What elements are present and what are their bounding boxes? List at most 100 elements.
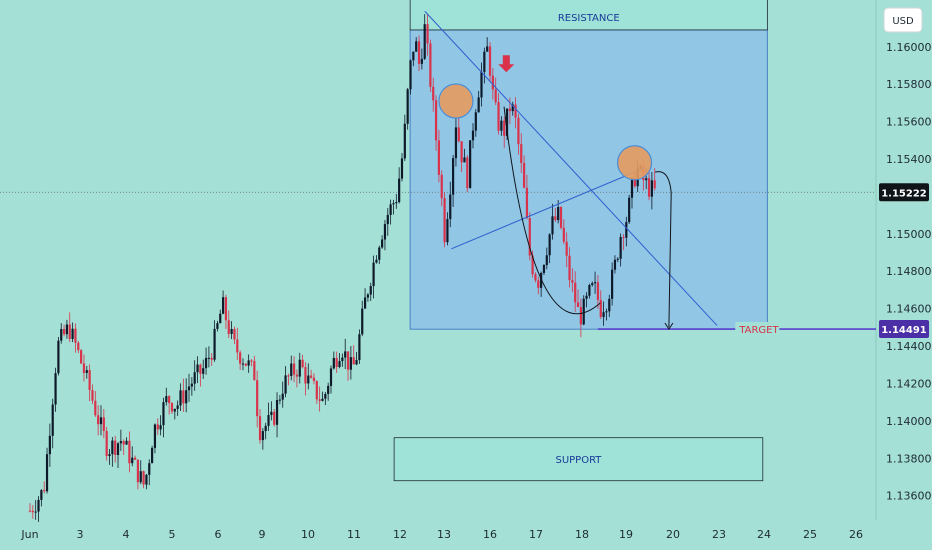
candle-body — [170, 402, 174, 412]
candle-body — [386, 214, 389, 225]
candle-body — [51, 404, 54, 436]
descending-trendline — [424, 10, 718, 326]
candle-body — [338, 361, 341, 367]
candle-body — [375, 259, 378, 263]
candle-body — [329, 368, 333, 386]
target-label-bg — [735, 322, 780, 337]
candle-body — [324, 394, 327, 399]
projection-arrowhead — [664, 322, 674, 330]
current-price-text: 1.15222 — [881, 188, 927, 199]
candle-body — [199, 364, 202, 374]
time-axis[interactable]: Jun 3 4 5 6 9 10 11 12 13 16 17 18 19 20 23 24 25 26 — [20, 528, 863, 541]
time-tick-label: 5 — [169, 528, 176, 541]
target-price-text: 1.14491 — [881, 325, 927, 336]
candle-body — [111, 440, 114, 455]
candle-body — [270, 411, 273, 416]
candle-body — [400, 158, 404, 179]
candle-body — [503, 120, 506, 136]
candle-body — [74, 328, 77, 343]
candle-body — [551, 216, 554, 235]
candle-body — [207, 357, 210, 359]
candle-body — [148, 463, 151, 475]
candle-body — [593, 282, 597, 284]
candle-body — [460, 141, 463, 163]
candle-body — [554, 216, 557, 221]
candle-body — [219, 313, 222, 324]
candle-body — [608, 298, 611, 312]
candle-body — [165, 396, 168, 403]
candle-body — [534, 274, 537, 281]
candle-body — [497, 102, 500, 131]
time-tick-label: 20 — [666, 528, 680, 541]
candle-body — [585, 295, 588, 299]
candle-body — [440, 174, 443, 199]
candle-body — [505, 108, 509, 136]
price-tick-label: 1.14800 — [886, 265, 932, 278]
candle-body — [457, 127, 460, 142]
candle-body — [443, 198, 446, 243]
candle-body — [91, 390, 94, 401]
candle-body — [318, 399, 321, 401]
candle-body — [273, 411, 276, 425]
candle-body — [486, 46, 489, 52]
candle-body — [131, 457, 134, 464]
currency-button[interactable] — [883, 7, 923, 33]
candle-body — [48, 435, 51, 455]
time-tick-label: 11 — [347, 528, 361, 541]
candle-body — [54, 373, 57, 405]
candle-body — [88, 370, 91, 391]
price-tick-label: 1.15000 — [886, 228, 932, 241]
candle-body — [588, 285, 591, 296]
candle-body — [369, 286, 372, 295]
candle-body — [190, 383, 193, 387]
candle-body — [68, 324, 71, 340]
candle-body — [389, 204, 392, 215]
candle-body — [239, 352, 242, 364]
candle-body — [179, 390, 182, 406]
candle-body — [403, 123, 406, 159]
candle-body — [182, 390, 185, 404]
candle-body — [71, 328, 74, 340]
candle-body — [97, 415, 100, 425]
candle-body — [542, 265, 546, 273]
price-axis[interactable]: 1.16000 1.15800 1.15600 1.15400 1.15000 1.148… — [886, 41, 932, 503]
candle-body — [224, 297, 228, 321]
candle-body — [230, 328, 233, 334]
candle-body — [429, 43, 432, 87]
candle-body — [525, 187, 529, 219]
candle-body — [176, 405, 179, 409]
candle-body — [469, 140, 472, 189]
candle-body — [227, 320, 230, 334]
time-tick-label: 24 — [757, 528, 771, 541]
candle-body — [528, 218, 531, 256]
candle-body — [40, 490, 43, 500]
candle-body — [139, 471, 142, 483]
candle-body — [616, 258, 619, 260]
time-tick-label: 19 — [619, 528, 633, 541]
candle-body — [77, 342, 80, 351]
candle-body — [647, 178, 651, 197]
highlight-circle — [616, 145, 653, 181]
candle-body — [275, 400, 279, 425]
candle-body — [85, 370, 88, 373]
candle-body — [43, 490, 46, 492]
candle-body — [574, 282, 577, 303]
time-tick-label: 10 — [301, 528, 315, 541]
candle-body — [565, 241, 568, 256]
candle-body — [173, 408, 176, 412]
candle-body — [406, 89, 409, 124]
candle-body — [363, 297, 367, 309]
time-tick-label: 18 — [575, 528, 589, 541]
candle-body — [500, 120, 503, 131]
candle-body — [582, 298, 585, 325]
candle-body — [437, 140, 441, 175]
candle-body — [298, 359, 301, 377]
candle-body — [361, 308, 364, 335]
candle-body — [409, 60, 412, 90]
candle-body — [304, 367, 307, 384]
support-label: SUPPORT — [555, 455, 602, 466]
highlight-circle — [438, 83, 474, 119]
price-tick-label: 1.16000 — [886, 41, 932, 54]
